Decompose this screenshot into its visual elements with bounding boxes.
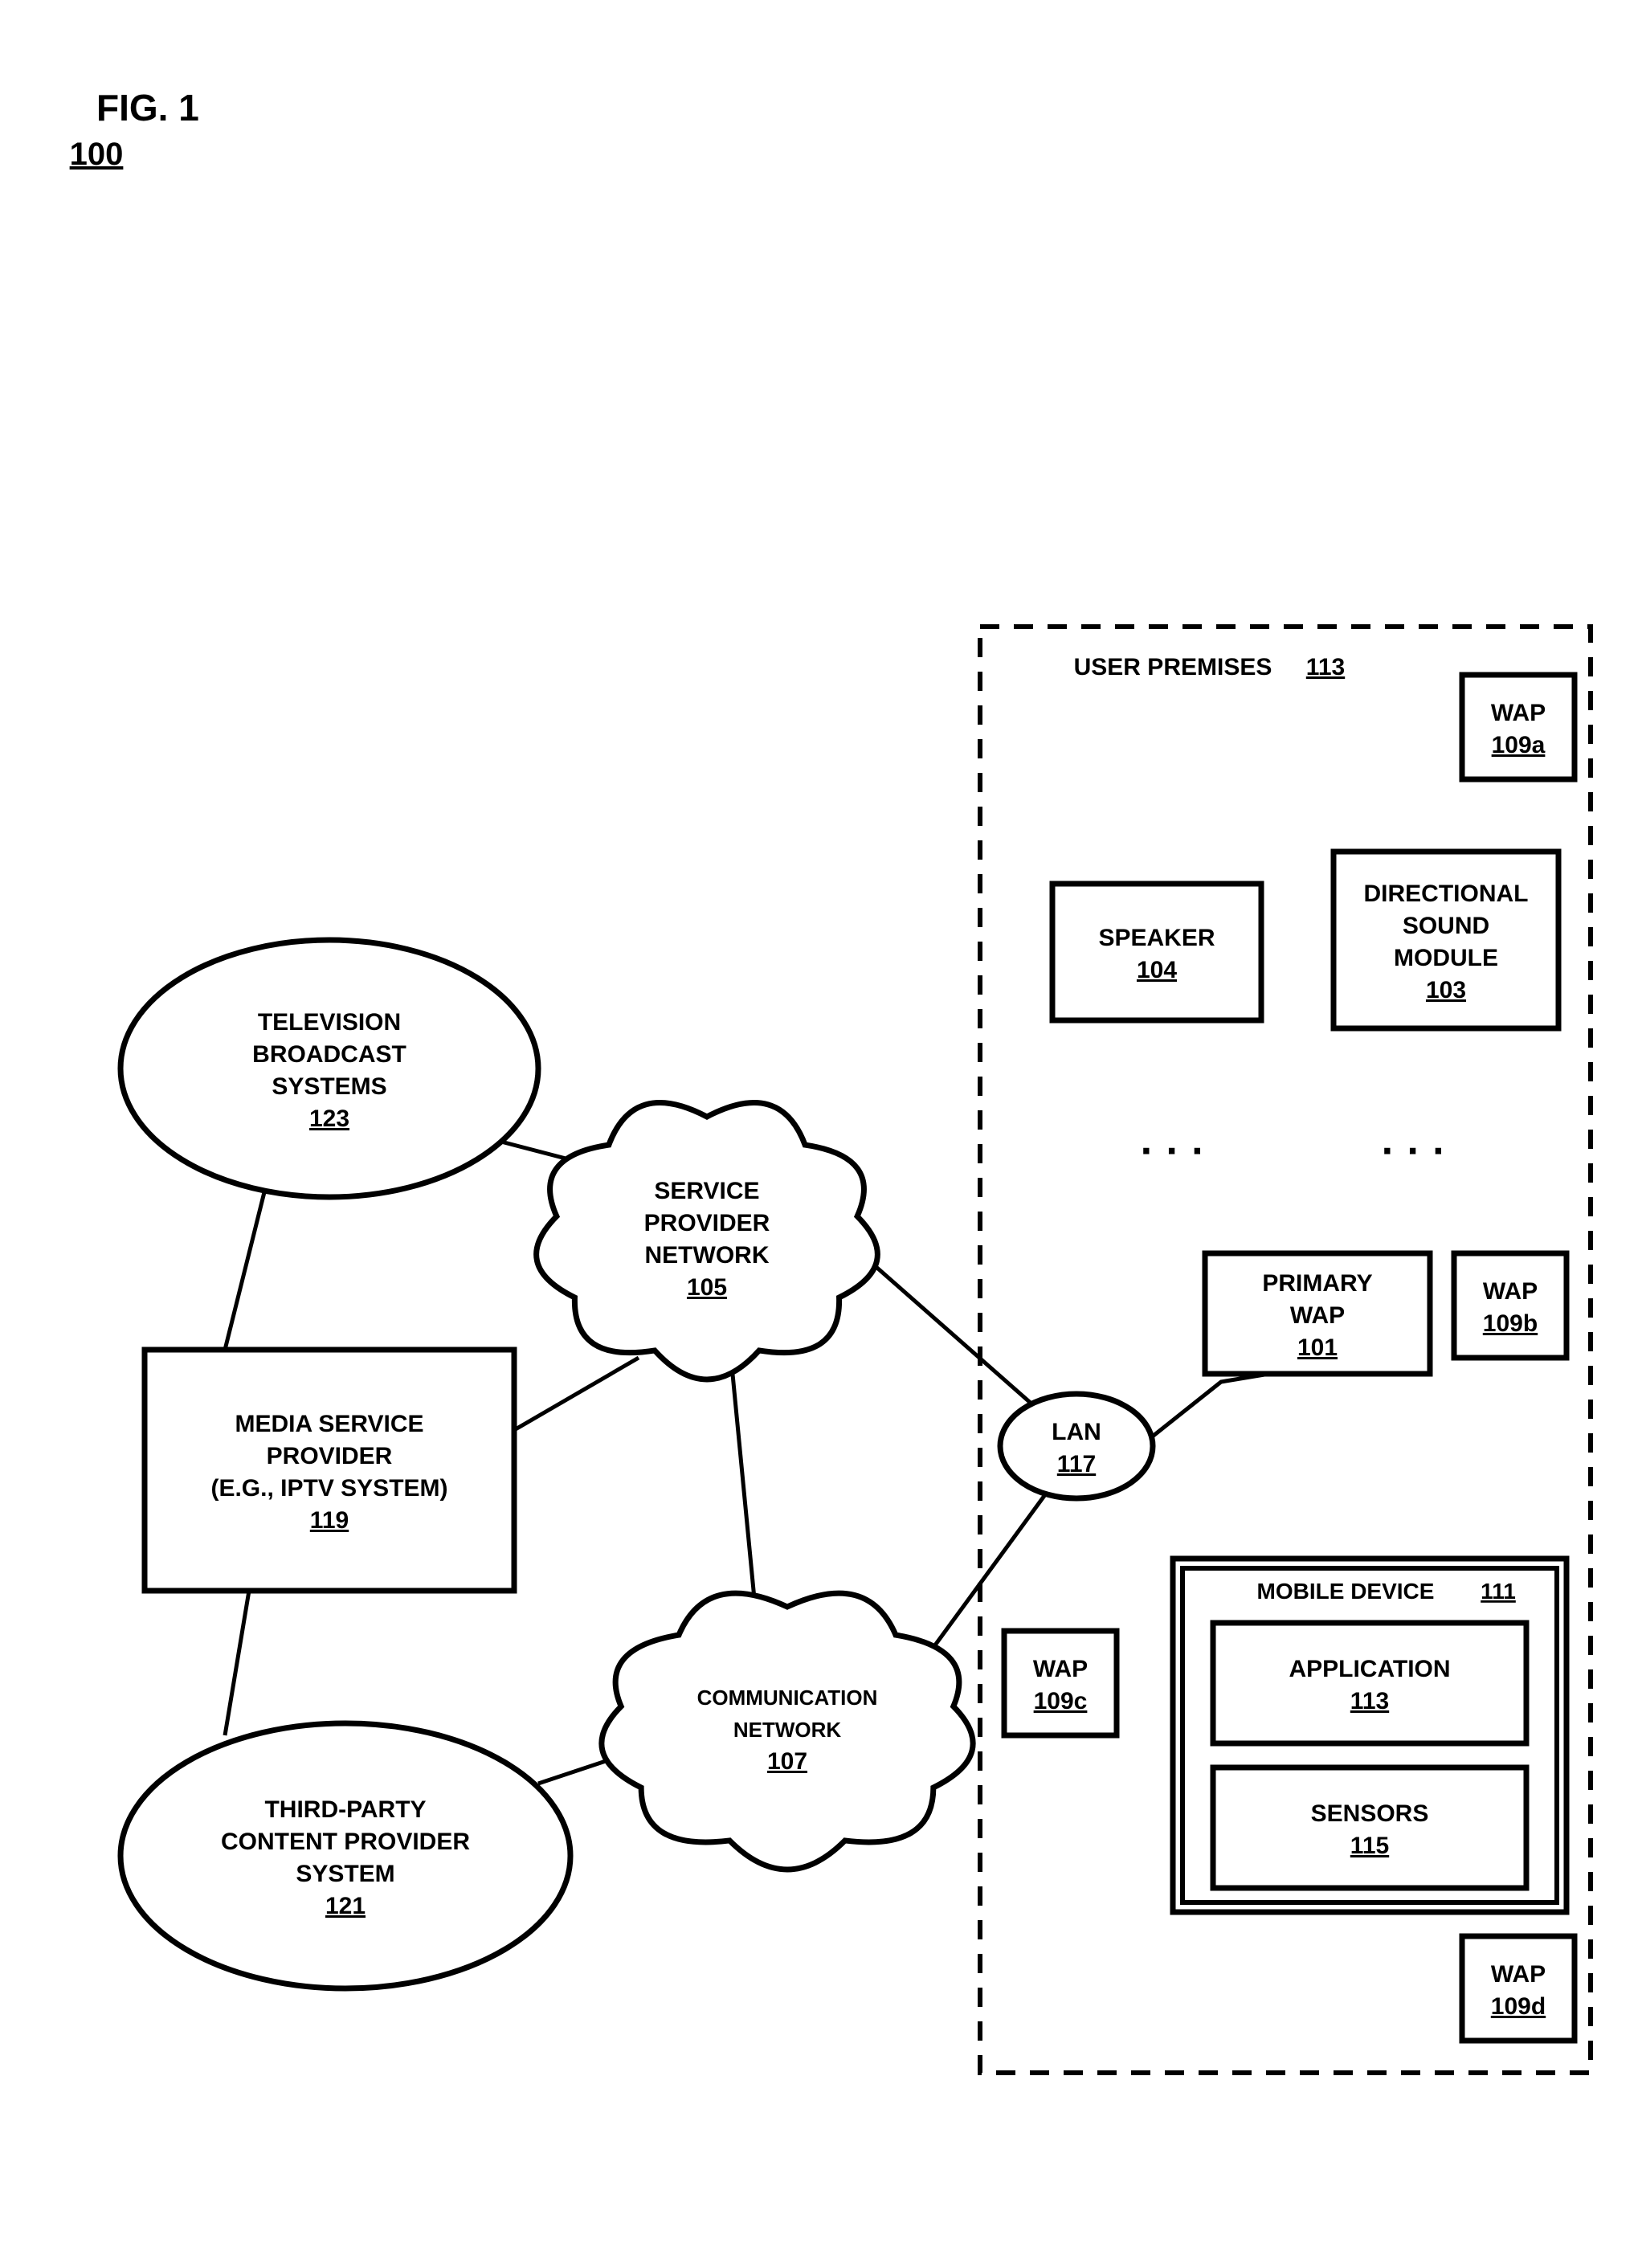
edge-lan-primary_wap	[1150, 1374, 1269, 1438]
svg-text:SENSORS: SENSORS	[1311, 1800, 1429, 1827]
svg-text:PROVIDER: PROVIDER	[644, 1210, 770, 1236]
svg-text:109c: 109c	[1034, 1688, 1088, 1714]
svg-text:MEDIA SERVICE: MEDIA SERVICE	[235, 1411, 423, 1437]
svg-text:SYSTEM: SYSTEM	[296, 1861, 394, 1887]
svg-text:100: 100	[70, 137, 124, 172]
svg-text:FIG. 1: FIG. 1	[96, 87, 199, 129]
svg-text:LAN: LAN	[1052, 1419, 1101, 1445]
svg-text:111: 111	[1481, 1579, 1516, 1604]
svg-text:115: 115	[1350, 1833, 1389, 1859]
svg-text:121: 121	[325, 1893, 366, 1919]
svg-text:101: 101	[1297, 1334, 1338, 1361]
svg-text:WAP: WAP	[1033, 1656, 1088, 1682]
edge-service_net-comm_net	[731, 1358, 755, 1607]
svg-text:PRIMARY: PRIMARY	[1262, 1270, 1372, 1297]
node-sensors: SENSORS 115	[1213, 1767, 1526, 1888]
svg-text:109a: 109a	[1492, 732, 1546, 758]
svg-text:113: 113	[1306, 654, 1345, 680]
node-wap_d: WAP 109d	[1462, 1936, 1575, 2041]
edge-tv_broadcast-media_provider	[225, 1189, 265, 1350]
node-lan: LAN 117	[1000, 1394, 1153, 1498]
svg-text:PROVIDER: PROVIDER	[267, 1443, 393, 1469]
svg-text:109d: 109d	[1491, 1993, 1546, 2020]
edge-media_provider-third_party	[225, 1591, 249, 1735]
svg-text:SPEAKER: SPEAKER	[1098, 925, 1215, 951]
svg-text:103: 103	[1426, 977, 1466, 1003]
svg-text:· · ·: · · ·	[1382, 1128, 1447, 1175]
node-comm_net: COMMUNICATION NETWORK 107	[602, 1593, 973, 1870]
svg-text:CONTENT PROVIDER: CONTENT PROVIDER	[221, 1829, 470, 1855]
svg-text:NETWORK: NETWORK	[645, 1242, 770, 1269]
edge-service_net-lan	[852, 1245, 1032, 1404]
svg-text:· · ·: · · ·	[1141, 1128, 1206, 1175]
node-wap_b: WAP 109b	[1454, 1253, 1566, 1358]
svg-text:THIRD-PARTY: THIRD-PARTY	[264, 1796, 426, 1823]
node-dsm: DIRECTIONAL SOUND MODULE 103	[1334, 852, 1558, 1028]
svg-text:SYSTEMS: SYSTEMS	[272, 1073, 386, 1100]
node-wap_a: WAP 109a	[1462, 675, 1575, 779]
svg-text:APPLICATION: APPLICATION	[1289, 1656, 1450, 1682]
svg-text:105: 105	[687, 1274, 727, 1301]
node-application: APPLICATION 113	[1213, 1623, 1526, 1743]
svg-text:WAP: WAP	[1290, 1302, 1345, 1329]
node-service_net: SERVICE PROVIDER NETWORK 105	[537, 1102, 878, 1379]
node-wap_c: WAP 109c	[1004, 1631, 1117, 1735]
svg-text:107: 107	[767, 1748, 807, 1775]
svg-text:COMMUNICATION: COMMUNICATION	[697, 1686, 878, 1710]
svg-text:SERVICE: SERVICE	[654, 1178, 759, 1204]
svg-text:DIRECTIONAL: DIRECTIONAL	[1364, 881, 1529, 907]
node-media_provider: MEDIA SERVICE PROVIDER (E.G., IPTV SYSTEM)…	[145, 1350, 514, 1591]
node-third_party: THIRD-PARTY CONTENT PROVIDER SYSTEM 121	[120, 1723, 570, 1988]
svg-text:USER PREMISES: USER PREMISES	[1074, 654, 1272, 680]
svg-text:MOBILE DEVICE: MOBILE DEVICE	[1257, 1579, 1435, 1604]
svg-text:123: 123	[309, 1105, 349, 1132]
edge-media_provider-service_net	[514, 1358, 639, 1430]
node-primary_wap: PRIMARY WAP 101	[1205, 1253, 1430, 1374]
figure-title: FIG. 1 100	[70, 87, 199, 172]
svg-text:WAP: WAP	[1483, 1278, 1538, 1305]
svg-text:SOUND: SOUND	[1403, 913, 1489, 939]
svg-text:104: 104	[1137, 957, 1177, 983]
svg-text:(E.G., IPTV SYSTEM): (E.G., IPTV SYSTEM)	[210, 1475, 447, 1502]
svg-text:117: 117	[1057, 1451, 1096, 1477]
svg-text:NETWORK: NETWORK	[733, 1718, 842, 1742]
svg-text:113: 113	[1350, 1688, 1389, 1714]
svg-text:BROADCAST: BROADCAST	[252, 1041, 406, 1068]
svg-text:MODULE: MODULE	[1394, 945, 1498, 971]
svg-text:119: 119	[310, 1507, 349, 1534]
svg-text:WAP: WAP	[1491, 1961, 1546, 1988]
svg-text:TELEVISION: TELEVISION	[258, 1009, 401, 1036]
svg-text:109b: 109b	[1483, 1310, 1538, 1337]
node-tv_broadcast: TELEVISION BROADCAST SYSTEMS 123	[120, 940, 538, 1197]
nodes-layer: TELEVISION BROADCAST SYSTEMS 123 MEDIA SERVI…	[120, 627, 1591, 2073]
node-speaker: SPEAKER 104	[1052, 884, 1261, 1020]
svg-text:WAP: WAP	[1491, 700, 1546, 726]
